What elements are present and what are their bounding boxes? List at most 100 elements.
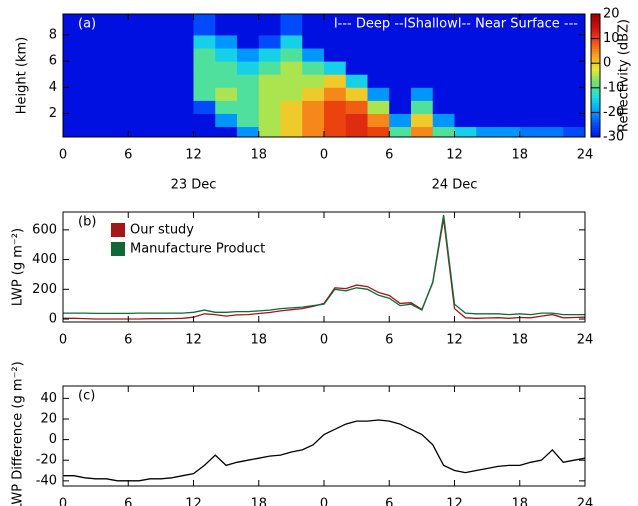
heat-cell bbox=[215, 87, 238, 101]
x-tick-label: 18 bbox=[511, 333, 528, 348]
colorbar-tick-label: 0 bbox=[603, 56, 611, 71]
y-axis-label: LWP Difference (g m⁻²) bbox=[11, 361, 26, 506]
heat-cell bbox=[84, 34, 107, 49]
heat-cell bbox=[150, 14, 173, 36]
heat-cell bbox=[150, 61, 173, 75]
heat-cell bbox=[150, 34, 173, 49]
heat-cell bbox=[193, 14, 216, 36]
heat-cell bbox=[498, 113, 521, 128]
annotation: I--- Deep --IShallowI-- Near Surface --- bbox=[334, 17, 578, 32]
heat-cell bbox=[150, 74, 173, 88]
heat-cell bbox=[541, 74, 564, 88]
heat-cell bbox=[106, 61, 129, 75]
heat-cell bbox=[302, 48, 325, 62]
heat-cell bbox=[519, 14, 542, 36]
colorbar-label: Reflectivity (dBZ) bbox=[617, 19, 632, 132]
y-tick-label: -20 bbox=[36, 453, 57, 468]
heat-cell bbox=[63, 14, 86, 36]
heat-cell bbox=[367, 34, 390, 49]
x-tick-label: 6 bbox=[385, 333, 393, 348]
heat-cell bbox=[324, 14, 347, 36]
heat-cell bbox=[345, 113, 368, 128]
heat-cell bbox=[541, 48, 564, 62]
heat-cell bbox=[324, 113, 347, 128]
heat-cell bbox=[258, 100, 281, 114]
heat-cell bbox=[324, 34, 347, 49]
panel-label: (b) bbox=[78, 215, 96, 230]
heat-cell bbox=[324, 74, 347, 88]
heat-cell bbox=[563, 61, 585, 75]
heat-cell bbox=[432, 113, 455, 128]
heat-cell bbox=[389, 74, 412, 88]
heat-cell bbox=[411, 14, 434, 36]
y-tick-label: -40 bbox=[36, 473, 57, 488]
heat-cell bbox=[237, 48, 260, 62]
heat-cell bbox=[193, 34, 216, 49]
heat-cell bbox=[171, 100, 194, 114]
heat-cell bbox=[63, 87, 86, 101]
heat-cell bbox=[84, 48, 107, 62]
heat-cell bbox=[237, 87, 260, 101]
heat-cell bbox=[563, 126, 585, 137]
heat-cell bbox=[302, 14, 325, 36]
colorbar-band bbox=[591, 132, 600, 136]
colorbar-band bbox=[591, 53, 600, 57]
heat-cell bbox=[63, 74, 86, 88]
heat-cell bbox=[367, 100, 390, 114]
heat-cell bbox=[258, 113, 281, 128]
x-tick-label: 24 bbox=[577, 497, 594, 506]
heat-cell bbox=[106, 113, 129, 128]
colorbar-band bbox=[591, 68, 600, 72]
y-axis-label: Height (km) bbox=[15, 37, 30, 114]
heat-cell bbox=[411, 48, 434, 62]
heat-cell bbox=[498, 14, 521, 36]
colorbar-band bbox=[591, 18, 600, 22]
y-tick-label: 8 bbox=[49, 27, 57, 42]
heat-cell bbox=[128, 34, 151, 49]
x-tick-label: 6 bbox=[385, 497, 393, 506]
heat-cell bbox=[541, 14, 564, 36]
x-tick-label: 12 bbox=[446, 148, 463, 163]
heat-cell bbox=[563, 87, 585, 101]
heat-cell bbox=[193, 48, 216, 62]
heat-cell bbox=[519, 87, 542, 101]
x-tick-label: 0 bbox=[59, 497, 67, 506]
colorbar-band bbox=[591, 122, 600, 126]
colorbar-band bbox=[591, 38, 600, 42]
heat-cell bbox=[367, 61, 390, 75]
colorbar-tick-label: -30 bbox=[603, 130, 624, 145]
colorbar-band bbox=[591, 23, 600, 27]
heat-cell bbox=[63, 61, 86, 75]
heat-cell bbox=[258, 14, 281, 36]
heat-cell bbox=[367, 74, 390, 88]
date-label: 23 Dec bbox=[171, 178, 217, 193]
heat-cell bbox=[519, 126, 542, 137]
heat-cell bbox=[563, 48, 585, 62]
heat-cell bbox=[519, 74, 542, 88]
colorbar-band bbox=[591, 73, 600, 76]
colorbar-band bbox=[591, 129, 600, 133]
colorbar-band bbox=[591, 36, 600, 40]
heat-cell bbox=[280, 126, 303, 137]
heat-cell bbox=[563, 113, 585, 128]
colorbar-band bbox=[591, 14, 600, 17]
colorbar-band bbox=[591, 124, 600, 128]
heat-cell bbox=[345, 34, 368, 49]
colorbar-band bbox=[591, 16, 600, 20]
heat-cell bbox=[193, 87, 216, 101]
heat-cell bbox=[215, 34, 238, 49]
y-tick-label: 40 bbox=[40, 391, 57, 406]
heat-cell bbox=[171, 34, 194, 49]
heat-cell bbox=[280, 61, 303, 75]
heat-cell bbox=[280, 74, 303, 88]
legend-swatch bbox=[111, 223, 125, 237]
series-line bbox=[63, 214, 585, 316]
heat-cell bbox=[258, 48, 281, 62]
heat-cell bbox=[541, 34, 564, 49]
heat-cell bbox=[171, 61, 194, 75]
heat-cell bbox=[84, 14, 107, 36]
heat-cell bbox=[324, 48, 347, 62]
colorbar-tick-label: -20 bbox=[603, 105, 624, 120]
heat-cell bbox=[411, 100, 434, 114]
heat-cell bbox=[280, 14, 303, 36]
